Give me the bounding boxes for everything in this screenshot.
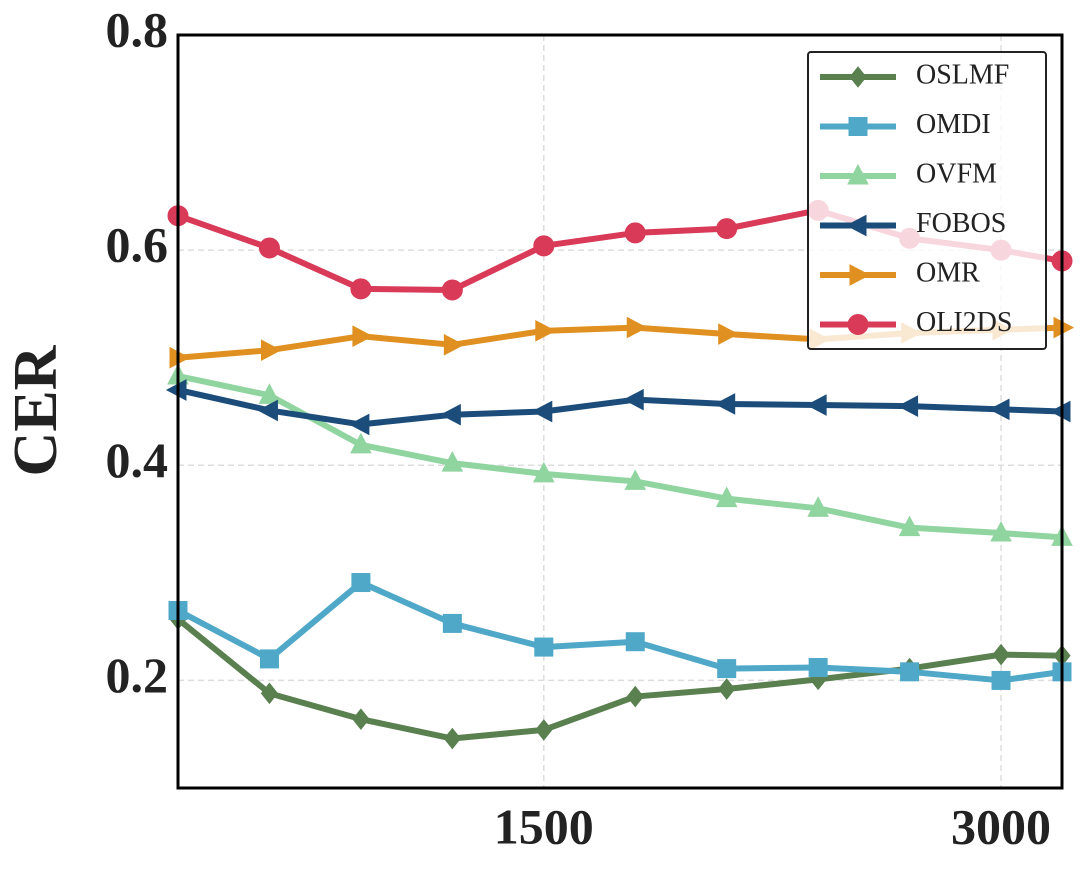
marker bbox=[716, 218, 738, 240]
marker bbox=[626, 316, 648, 339]
marker bbox=[625, 632, 645, 652]
legend-box bbox=[807, 51, 1047, 350]
marker bbox=[991, 670, 1011, 690]
marker bbox=[352, 325, 373, 348]
marker bbox=[718, 323, 739, 345]
marker bbox=[260, 682, 279, 705]
marker bbox=[714, 393, 736, 415]
legend-label: OMR bbox=[916, 257, 980, 288]
plot-frame bbox=[176, 33, 1064, 790]
y-tick-label: 0.8 bbox=[106, 1, 169, 57]
marker bbox=[535, 719, 553, 741]
legend-marker bbox=[847, 163, 869, 185]
legend-label: OMDI bbox=[916, 109, 991, 140]
legend-label: OLI2DS bbox=[916, 307, 1012, 338]
marker bbox=[259, 649, 279, 669]
marker bbox=[535, 319, 556, 342]
marker bbox=[441, 451, 464, 472]
marker bbox=[533, 235, 555, 257]
marker bbox=[534, 637, 554, 657]
marker bbox=[808, 658, 828, 678]
marker bbox=[258, 237, 280, 259]
y-tick-label: 0.6 bbox=[106, 217, 169, 273]
marker bbox=[718, 678, 736, 700]
marker bbox=[442, 613, 462, 633]
marker bbox=[348, 413, 370, 436]
marker bbox=[990, 520, 1012, 542]
marker bbox=[532, 461, 555, 483]
marker bbox=[898, 515, 921, 537]
marker bbox=[257, 399, 278, 422]
marker bbox=[443, 333, 465, 356]
legend-marker bbox=[845, 214, 867, 237]
marker bbox=[258, 383, 281, 404]
marker bbox=[350, 278, 372, 300]
marker bbox=[807, 496, 829, 517]
marker bbox=[624, 469, 647, 490]
legend-marker bbox=[848, 117, 868, 136]
marker bbox=[715, 486, 738, 508]
marker bbox=[900, 662, 920, 682]
marker bbox=[806, 394, 827, 416]
marker bbox=[260, 339, 282, 362]
marker bbox=[992, 643, 1010, 666]
marker bbox=[441, 279, 463, 301]
marker bbox=[352, 708, 370, 730]
marker bbox=[440, 403, 461, 426]
marker bbox=[623, 388, 644, 411]
marker bbox=[443, 727, 461, 750]
x-tick-label: 3000 bbox=[951, 798, 1051, 854]
marker bbox=[351, 573, 371, 593]
line bbox=[177, 387, 1063, 428]
marker bbox=[350, 432, 372, 454]
legend-label: OVFM bbox=[916, 158, 997, 189]
marker bbox=[626, 685, 644, 708]
marker bbox=[531, 400, 553, 423]
legend-marker bbox=[847, 314, 869, 335]
y-tick-label: 0.4 bbox=[106, 432, 169, 488]
marker bbox=[897, 395, 919, 417]
line bbox=[176, 616, 1063, 742]
legend-marker bbox=[849, 66, 867, 88]
marker bbox=[624, 222, 646, 244]
marker bbox=[988, 398, 1010, 421]
marker bbox=[717, 659, 737, 679]
y-axis-label: CER bbox=[2, 344, 70, 476]
y-tick-label: 0.2 bbox=[106, 647, 169, 703]
legend-label: OSLMF bbox=[916, 59, 1009, 90]
x-tick-label: 1500 bbox=[494, 798, 594, 854]
legend-marker bbox=[849, 264, 871, 286]
legend-label: FOBOS bbox=[916, 208, 1006, 239]
